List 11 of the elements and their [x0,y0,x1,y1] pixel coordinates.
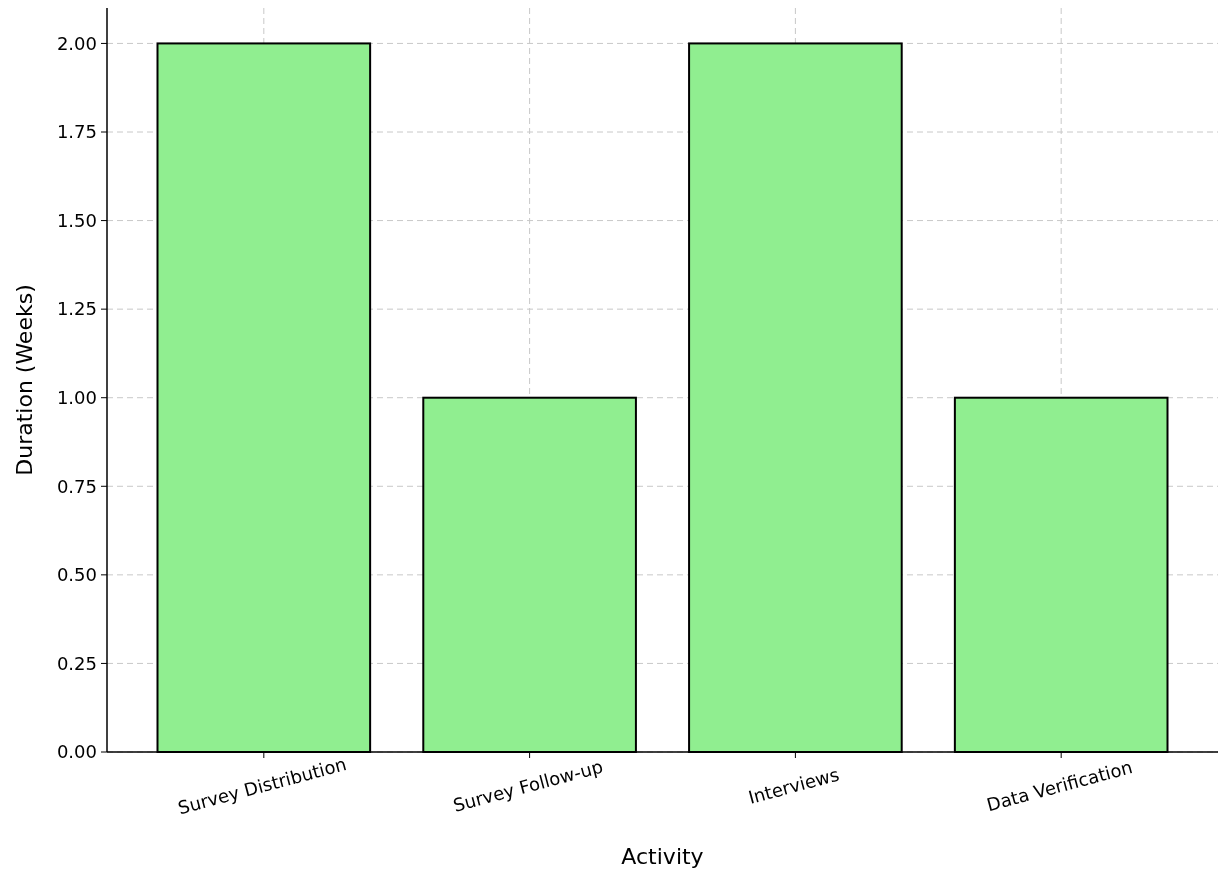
y-tick-label: 0.75 [56,475,97,497]
y-tick-label: 2.00 [56,32,97,54]
y-tick-label: 1.25 [56,298,97,320]
y-tick-label: 0.50 [56,564,97,586]
y-tick-label: 1.75 [56,121,97,143]
y-tick-label: 1.50 [56,209,97,231]
y-axis-title: Duration (Weeks) [12,284,37,476]
y-tick-label: 0.00 [56,741,97,763]
y-tick-label: 0.25 [56,652,97,674]
y-tick-label: 1.00 [56,387,97,409]
x-axis-title: Activity [621,844,704,869]
